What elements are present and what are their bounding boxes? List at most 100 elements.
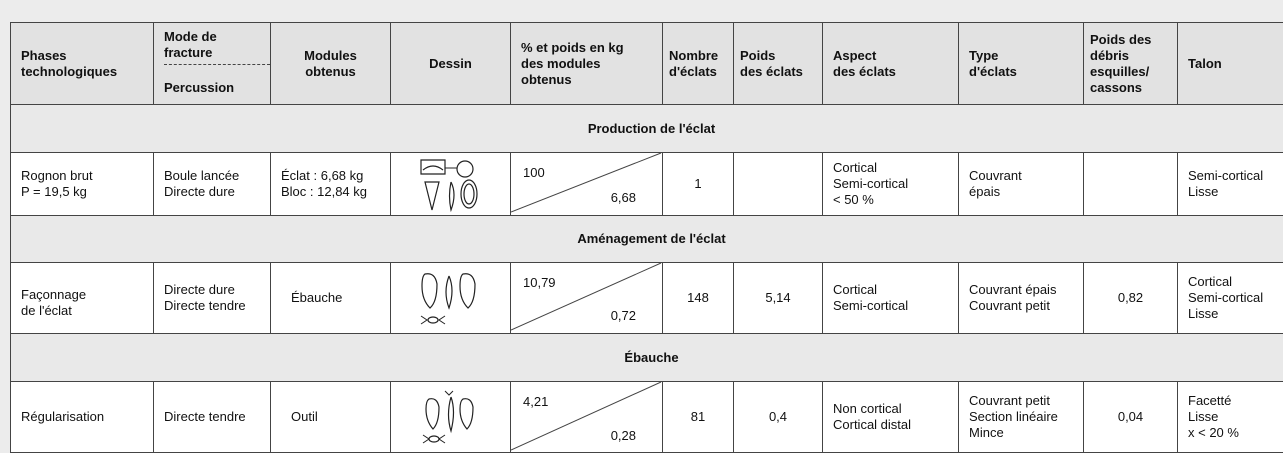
text-line: Cortical — [1188, 274, 1233, 289]
header-cell: Talon — [1177, 22, 1283, 105]
header-cell: Poids des débris esquilles/cassons — [1083, 22, 1178, 105]
text-line: Lisse — [1188, 306, 1219, 321]
text-line: 0,04 — [1117, 409, 1144, 424]
header-cell: Nombre d'éclats — [662, 22, 734, 105]
header-cell: Poids des éclats — [733, 22, 823, 105]
text-line: 81 — [690, 409, 706, 424]
text-line: Régularisation — [21, 409, 105, 424]
text-line: Dessin — [429, 55, 472, 71]
data-cell: Couvrant épais — [958, 152, 1084, 216]
data-cell: Ébauche — [270, 262, 391, 334]
data-cell: Outil — [270, 381, 391, 453]
text-line: Poids — [740, 47, 776, 63]
weight-value: 6,68 — [610, 190, 636, 205]
text-line: débris — [1090, 47, 1130, 63]
data-cell: Cortical Semi-cortical < 50 % — [822, 152, 959, 216]
text-line: Boule lancée — [164, 168, 240, 183]
text-line: esquilles/ — [1090, 63, 1150, 79]
text-line: obtenus — [305, 63, 356, 79]
text-line: Directe dure — [164, 184, 235, 199]
text-line: Directe tendre — [164, 298, 246, 313]
text-line: Production de l'éclat — [587, 120, 716, 136]
data-cell: Cortical Semi-cortical Lisse — [1177, 262, 1283, 334]
text-line: 148 — [687, 290, 709, 305]
data-cell: Rognon brut P = 19,5 kg — [10, 152, 154, 216]
weight-value: 0,28 — [610, 428, 636, 443]
text-line: cassons — [1090, 79, 1143, 95]
text-line: Facetté — [1188, 393, 1232, 408]
text-line: de l'éclat — [21, 303, 72, 318]
text-line: Mode de — [164, 29, 217, 44]
text-line: technologiques — [21, 63, 118, 79]
text-line: Directe tendre — [164, 409, 246, 424]
diagonal — [511, 382, 662, 451]
text-line: Semi-cortical — [833, 176, 909, 191]
header-cell: Dessin — [390, 22, 511, 105]
data-cell: Non cortical Cortical distal — [822, 381, 959, 453]
data-cell: Couvrant épais Couvrant petit — [958, 262, 1084, 334]
text-line: Percussion — [164, 80, 235, 95]
weight-value: 0,72 — [610, 308, 636, 323]
drawing-cell — [390, 262, 511, 334]
text-line: % et poids en kg — [521, 39, 624, 55]
data-cell: 100 6,68 — [510, 152, 663, 216]
text-line: x < 20 % — [1188, 425, 1239, 440]
text-line: Nombre — [669, 47, 719, 63]
text-line: Type — [969, 47, 999, 63]
data-cell: 148 — [662, 262, 734, 334]
text-line: Cortical distal — [833, 417, 912, 432]
text-line: Bloc : 12,84 kg — [281, 184, 367, 199]
header-cell: Aspect des éclats — [822, 22, 959, 105]
text-line: < 50 % — [833, 192, 874, 207]
text-line: Non cortical — [833, 401, 902, 416]
data-cell: 0,4 — [733, 381, 823, 453]
text-line: d'éclats — [669, 63, 717, 79]
text-line: Aspect — [833, 47, 877, 63]
text-line: Façonnage — [21, 287, 87, 302]
text-line: Semi-cortical — [1188, 290, 1264, 305]
text-line: Rognon brut — [21, 168, 93, 183]
text-line: Ébauche — [624, 349, 679, 365]
text-line: 5,14 — [765, 290, 791, 305]
data-cell: 0,82 — [1083, 262, 1178, 334]
text-line: Ébauche — [291, 290, 343, 305]
data-cell: 10,79 0,72 — [510, 262, 663, 334]
text-line: Mince — [969, 425, 1004, 440]
data-cell: Boule lancée Directe dure — [153, 152, 271, 216]
text-line: obtenus — [521, 71, 572, 87]
pct-value: 10,79 — [523, 275, 556, 290]
text-line: P = 19,5 kg — [21, 184, 87, 199]
data-cell: Directe dure Directe tendre — [153, 262, 271, 334]
text-line: Directe dure — [164, 282, 235, 297]
data-cell — [733, 152, 823, 216]
text-line: Section linéaire — [969, 409, 1058, 424]
text-line: Cortical — [833, 282, 878, 297]
data-cell: Cortical Semi-cortical — [822, 262, 959, 334]
text-line: Couvrant petit — [969, 298, 1050, 313]
text-line: des éclats — [833, 63, 896, 79]
text-line: Semi-cortical — [833, 298, 909, 313]
header-cell: Phases technologiques — [10, 22, 154, 105]
text-line: 1 — [694, 176, 702, 191]
data-cell: 1 — [662, 152, 734, 216]
data-cell: 0,04 — [1083, 381, 1178, 453]
section-title: Production de l'éclat — [10, 104, 1283, 153]
header-cell: Type d'éclats — [958, 22, 1084, 105]
text-line: Couvrant — [969, 168, 1022, 183]
data-cell: 4,21 0,28 — [510, 381, 663, 453]
drawing-cell — [390, 152, 511, 216]
data-cell: 81 — [662, 381, 734, 453]
header-cell: % et poids en kg des modules obtenus — [510, 22, 663, 105]
text-line: des éclats — [740, 63, 803, 79]
pct-value: 100 — [523, 165, 545, 180]
text-line: Semi-cortical — [1188, 168, 1264, 183]
text-line: Poids des — [1090, 31, 1152, 47]
data-cell — [1083, 152, 1178, 216]
pct-value: 4,21 — [523, 394, 549, 409]
header-cell: Modules obtenus — [270, 22, 391, 105]
text-line: Outil — [291, 409, 318, 424]
text-line: Phases — [21, 47, 67, 63]
diagonal — [511, 153, 662, 213]
text-line: épais — [969, 184, 1001, 199]
section-title: Ébauche — [10, 333, 1283, 382]
